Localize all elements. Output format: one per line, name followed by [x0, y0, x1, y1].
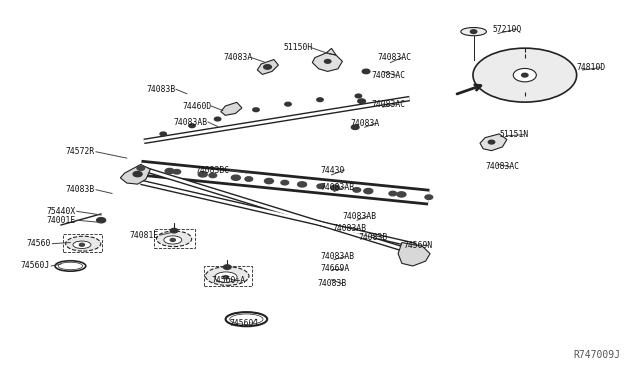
Circle shape: [133, 171, 142, 177]
Polygon shape: [480, 134, 507, 151]
Text: 75440X: 75440X: [46, 207, 76, 216]
Text: 74669A: 74669A: [320, 264, 349, 273]
Circle shape: [165, 169, 174, 174]
Circle shape: [170, 228, 178, 233]
Circle shape: [137, 166, 145, 170]
Text: 74083B: 74083B: [65, 185, 95, 194]
Circle shape: [362, 69, 370, 74]
Circle shape: [317, 98, 323, 102]
Text: 74083A: 74083A: [223, 53, 253, 62]
Text: 74001E: 74001E: [46, 216, 76, 225]
Circle shape: [488, 140, 495, 144]
Text: 51151N: 51151N: [499, 130, 529, 139]
Circle shape: [264, 65, 271, 69]
Text: 57210Q: 57210Q: [493, 25, 522, 33]
Circle shape: [358, 99, 365, 103]
Text: 74560: 74560: [27, 239, 51, 248]
Text: 74083A: 74083A: [351, 119, 380, 128]
Polygon shape: [312, 53, 342, 71]
Text: 74083AB: 74083AB: [320, 252, 354, 261]
Text: 74083AC: 74083AC: [378, 53, 412, 62]
Ellipse shape: [65, 236, 101, 251]
Circle shape: [264, 179, 273, 184]
Text: 74560J: 74560J: [229, 319, 259, 328]
Ellipse shape: [215, 272, 237, 282]
Circle shape: [298, 182, 307, 187]
Text: 74083BC: 74083BC: [195, 166, 229, 174]
Circle shape: [389, 191, 397, 196]
Circle shape: [351, 125, 359, 129]
Circle shape: [173, 170, 180, 174]
Ellipse shape: [55, 261, 86, 271]
Text: 74560+A: 74560+A: [211, 276, 245, 285]
Polygon shape: [257, 60, 278, 74]
Text: 74560J: 74560J: [20, 262, 50, 270]
Text: 74810D: 74810D: [576, 63, 605, 72]
Polygon shape: [221, 102, 242, 115]
Text: 74083AB: 74083AB: [333, 224, 367, 233]
Polygon shape: [398, 243, 430, 266]
Circle shape: [223, 276, 228, 279]
Circle shape: [189, 124, 195, 128]
Ellipse shape: [461, 28, 486, 36]
Circle shape: [513, 68, 536, 82]
Text: 74430: 74430: [320, 166, 344, 174]
Circle shape: [232, 175, 241, 180]
Circle shape: [281, 180, 289, 185]
Ellipse shape: [164, 236, 182, 244]
Circle shape: [397, 192, 406, 197]
Circle shape: [522, 73, 528, 77]
Text: 74569N: 74569N: [403, 241, 433, 250]
Ellipse shape: [58, 262, 83, 270]
Circle shape: [285, 102, 291, 106]
Text: 74083AB: 74083AB: [174, 118, 208, 126]
Circle shape: [245, 177, 253, 181]
Text: 74081E: 74081E: [129, 231, 159, 240]
Ellipse shape: [157, 231, 192, 247]
Circle shape: [355, 94, 362, 98]
Circle shape: [253, 108, 259, 112]
Circle shape: [160, 132, 166, 136]
Circle shape: [425, 195, 433, 199]
Circle shape: [214, 117, 221, 121]
Ellipse shape: [73, 241, 91, 248]
Circle shape: [353, 187, 361, 192]
Circle shape: [198, 172, 207, 177]
Text: 74083AB: 74083AB: [342, 212, 376, 221]
Text: 74083B: 74083B: [317, 279, 347, 288]
Text: R747009J: R747009J: [574, 350, 621, 360]
Circle shape: [209, 173, 216, 178]
Text: 74083AC: 74083AC: [371, 71, 405, 80]
Polygon shape: [120, 164, 150, 184]
Circle shape: [470, 30, 477, 33]
Ellipse shape: [205, 267, 249, 285]
Text: 74460D: 74460D: [182, 102, 211, 110]
Ellipse shape: [226, 312, 268, 326]
Circle shape: [324, 60, 331, 63]
Text: 74083B: 74083B: [147, 85, 176, 94]
Circle shape: [97, 218, 106, 223]
Circle shape: [223, 265, 231, 269]
Text: 74083AC: 74083AC: [485, 162, 519, 171]
Text: 51150H: 51150H: [283, 43, 312, 52]
Circle shape: [79, 243, 84, 246]
Circle shape: [317, 184, 324, 189]
Circle shape: [170, 238, 175, 241]
Text: 74083AC: 74083AC: [371, 100, 405, 109]
Polygon shape: [326, 48, 336, 55]
Text: 74083AB: 74083AB: [320, 183, 354, 192]
Circle shape: [331, 185, 340, 190]
Text: 74572R: 74572R: [65, 147, 95, 156]
Ellipse shape: [230, 314, 263, 324]
Text: 74083B: 74083B: [358, 233, 388, 242]
Ellipse shape: [473, 48, 577, 102]
Circle shape: [364, 189, 373, 194]
